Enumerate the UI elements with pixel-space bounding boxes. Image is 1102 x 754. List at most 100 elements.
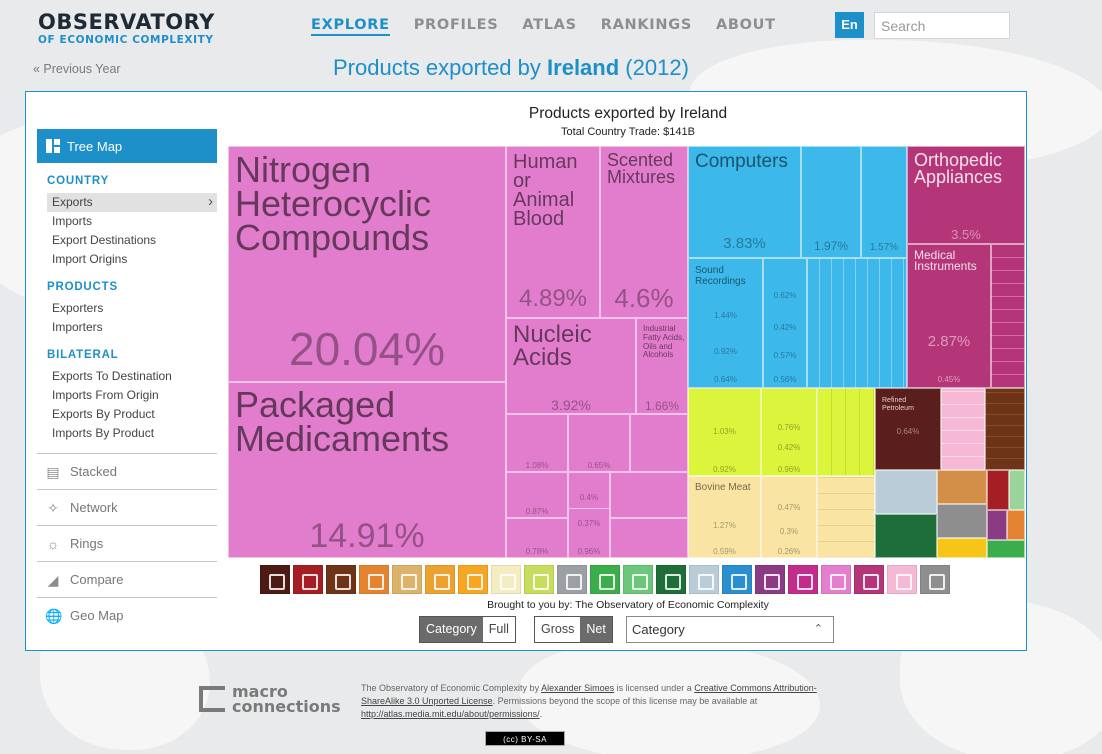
machines-icon[interactable] — [722, 565, 752, 594]
author-link[interactable]: Alexander Simoes — [541, 683, 615, 693]
treemap-tile[interactable]: 1.57% — [861, 146, 907, 258]
treemap-tile[interactable] — [630, 414, 688, 472]
treemap-tile[interactable] — [937, 504, 987, 538]
treemap-tile[interactable]: Packaged Medicaments 14.91% — [228, 382, 506, 558]
treemap-tile[interactable] — [610, 518, 688, 558]
treemap-tile[interactable] — [937, 470, 987, 504]
treemap-tile[interactable] — [875, 514, 937, 558]
nav-about[interactable]: ABOUT — [715, 17, 776, 33]
sidebar-item-imports-from-origin[interactable]: Imports From Origin — [52, 388, 159, 402]
transportation-icon[interactable] — [557, 565, 587, 594]
treemap-tile[interactable] — [1007, 510, 1025, 540]
view-network[interactable]: ✧ Network — [37, 489, 217, 525]
treemap-tile[interactable]: Industrial Fatty Acids, Oils and Alcohol… — [636, 318, 688, 414]
sidebar-item-import-origins[interactable]: Import Origins — [52, 252, 128, 266]
treemap-tile[interactable] — [1009, 470, 1025, 510]
view-rings[interactable]: ☼ Rings — [37, 525, 217, 561]
nav-rankings[interactable]: RANKINGS — [600, 17, 692, 33]
treemap-tile[interactable]: Medical Instruments 2.87% 0.45% — [907, 244, 991, 388]
view-stacked[interactable]: ▤ Stacked — [37, 453, 217, 489]
textiles-icon[interactable] — [656, 565, 686, 594]
treemap-tile[interactable]: Refined Petroleum 0.64% — [875, 388, 941, 470]
stone-glass-icon[interactable] — [326, 565, 356, 594]
treemap-tile[interactable]: 1.03% 0.92% — [688, 388, 761, 476]
precious-metals-icon[interactable] — [788, 565, 818, 594]
view-geo-map[interactable]: 🌐 Geo Map — [37, 597, 217, 633]
language-button[interactable]: En — [835, 12, 864, 38]
treemap-tile[interactable] — [987, 470, 1009, 510]
cc-by-sa-badge[interactable]: (cc) BY-SA — [485, 731, 565, 746]
treemap-tile[interactable]: Nitrogen Heterocyclic Compounds 20.04% — [228, 146, 506, 382]
treemap-tile[interactable] — [991, 244, 1025, 388]
treemap-tile[interactable]: Nucleic Acids 3.92% — [506, 318, 636, 414]
arts-antiques-icon[interactable] — [755, 565, 785, 594]
treemap-tile[interactable]: 0.37% 0.96% — [568, 508, 610, 558]
mineral-products-icon[interactable] — [260, 565, 290, 594]
treemap-tile[interactable]: 0.62% 0.42% 0.57% 0.56% — [763, 258, 807, 388]
nav-explore[interactable]: EXPLORE — [311, 17, 390, 36]
gross-toggle-option[interactable]: Gross — [535, 617, 581, 642]
nav-profiles[interactable]: PROFILES — [413, 17, 499, 33]
sidebar-item-export-destinations[interactable]: Export Destinations — [52, 233, 157, 247]
miscellaneous-icon[interactable] — [623, 565, 653, 594]
sidebar-item-exports[interactable]: Exports — [47, 192, 217, 212]
sidebar-item-exporters[interactable]: Exporters — [52, 301, 104, 315]
chemical-products-icon[interactable] — [821, 565, 851, 594]
full-toggle-option[interactable]: Full — [482, 617, 515, 642]
category-toggle-option[interactable]: Category — [420, 617, 483, 642]
macro-connections-logo[interactable]: macro connections — [199, 684, 341, 715]
animal-hides-icon[interactable] — [887, 565, 917, 594]
treemap-tile[interactable] — [807, 258, 907, 388]
view-tree-map[interactable]: Tree Map — [37, 129, 217, 163]
treemap-tile[interactable] — [937, 538, 987, 558]
treemap-tile[interactable] — [875, 470, 937, 514]
footwear-icon[interactable] — [590, 565, 620, 594]
paper-goods-icon[interactable] — [392, 565, 422, 594]
weapons-icon[interactable] — [920, 565, 950, 594]
view-compare[interactable]: ◢ Compare — [37, 561, 217, 597]
net-toggle-option[interactable]: Net — [580, 617, 612, 642]
treemap-tile[interactable]: 0.65% — [568, 414, 630, 472]
treemap-tile[interactable]: 1.97% — [801, 146, 861, 258]
treemap-tile[interactable]: 0.76% 0.42% 0.96% — [761, 388, 817, 476]
treemap-tile[interactable] — [817, 388, 875, 476]
vegetable-products-icon[interactable] — [458, 565, 488, 594]
treemap-tile[interactable]: 0.47% 0.3% 0.26% — [761, 476, 817, 558]
animal-products-icon[interactable] — [491, 565, 521, 594]
search-input[interactable] — [874, 12, 1010, 39]
license-link[interactable]: Creative Commons Attribution-ShareAlike … — [361, 683, 817, 706]
treemap-tile[interactable] — [985, 388, 1025, 470]
metals-icon[interactable] — [293, 565, 323, 594]
treemap-tile[interactable] — [610, 472, 688, 518]
page-title-country[interactable]: Ireland — [547, 55, 620, 80]
treemap-tile[interactable]: Bovine Meat 1.27% 0.59% — [688, 476, 761, 558]
treemap-tile[interactable]: 0.87% — [506, 472, 568, 518]
foodstuffs-icon[interactable] — [425, 565, 455, 594]
treemap-tile[interactable] — [817, 476, 875, 558]
sidebar-item-imports[interactable]: Imports — [52, 214, 93, 228]
treemap-tile[interactable]: Computers 3.83% — [688, 146, 801, 258]
plastics-icon[interactable] — [689, 565, 719, 594]
treemap-tile[interactable] — [941, 388, 985, 470]
treemap-tile[interactable]: 1.08% — [506, 414, 568, 472]
treemap-tile[interactable]: Scented Mixtures 4.6% — [600, 146, 688, 318]
previous-year-link[interactable]: « Previous Year — [33, 62, 121, 76]
color-by-select[interactable]: Category ⌃ — [626, 616, 834, 643]
treemap-tile[interactable] — [987, 540, 1025, 558]
treemap-tile[interactable]: Orthopedic Appliances 3.5% — [907, 146, 1025, 244]
wood-products-icon[interactable] — [359, 565, 389, 594]
treemap-tile[interactable] — [987, 510, 1007, 540]
sidebar-item-importers[interactable]: Importers — [52, 320, 103, 334]
treemap-tile[interactable]: Human or Animal Blood 4.89% — [506, 146, 600, 318]
sidebar-item-exports-to-destination[interactable]: Exports To Destination — [52, 369, 172, 383]
sidebar-item-exports-by-product[interactable]: Exports By Product — [52, 407, 155, 421]
instruments-icon[interactable] — [854, 565, 884, 594]
oec-logo[interactable]: OBSERVATORY OF ECONOMIC COMPLEXITY — [38, 11, 215, 47]
treemap-tile[interactable]: Sound Recordings 1.44% 0.92% 0.64% — [688, 258, 763, 388]
nav-atlas[interactable]: ATLAS — [522, 17, 577, 33]
tile-label: Sound Recordings — [695, 265, 746, 287]
treemap-tile[interactable]: 0.78% — [506, 518, 568, 558]
animal-vegetable-oils-icon[interactable] — [524, 565, 554, 594]
sidebar-item-imports-by-product[interactable]: Imports By Product — [52, 426, 155, 440]
permissions-link[interactable]: http://atlas.media.mit.edu/about/permiss… — [361, 709, 540, 719]
